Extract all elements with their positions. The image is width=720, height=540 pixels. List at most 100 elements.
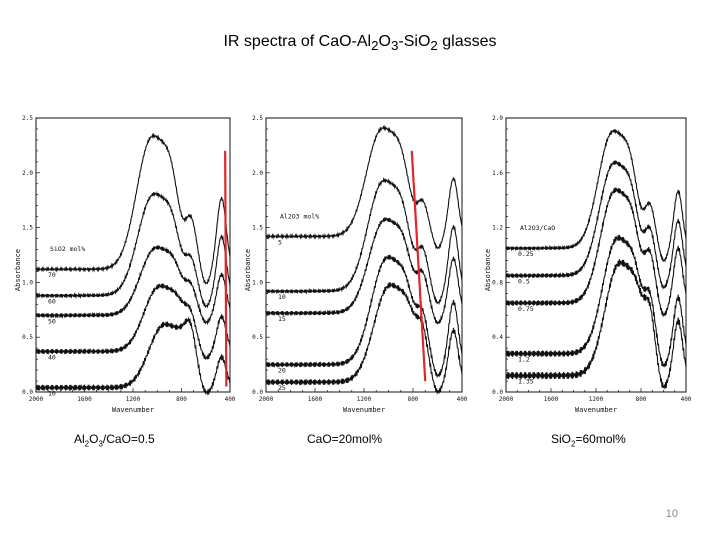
y-tick-label: 1.5 (22, 225, 33, 232)
plot-frame (265, 117, 463, 393)
y-tick-label: 2.0 (492, 115, 503, 122)
page-number: 10 (665, 508, 678, 520)
spectrum-curve-25 (265, 281, 463, 395)
y-tick-label: 1.6 (492, 170, 503, 177)
curve-label: 0.5 (518, 278, 530, 286)
x-tick-label: 400 (457, 396, 468, 403)
caption-1-b: O (89, 432, 99, 446)
y-tick-label: 2.5 (22, 115, 33, 122)
spectrum-curve-1.2 (505, 234, 687, 368)
caption-cao: CaO=20mol% (307, 432, 382, 446)
spectrum-curve-10 (35, 316, 231, 395)
y-tick-label: 0.4 (492, 334, 503, 341)
x-tick-label: 1200 (357, 396, 372, 403)
curve-label: 10 (48, 390, 56, 398)
curve-label: 70 (48, 271, 56, 279)
caption-sio2: SiO2=60mol% (551, 432, 626, 448)
curve-label: 50 (48, 317, 56, 325)
legend-title: SiO2 mol% (50, 245, 85, 253)
x-tick-label: 1600 (308, 396, 323, 403)
x-axis-title: Wavenumber (575, 406, 617, 414)
y-tick-label: 0.5 (252, 334, 263, 341)
caption-2-a: CaO=20mol% (307, 432, 383, 446)
curve-label: 5 (278, 238, 282, 246)
caption-1-b-sub: 3 (98, 439, 103, 449)
curve-label: 60 (48, 298, 56, 306)
spectrum-curve-20 (265, 254, 463, 379)
legend-title: Al2O3/CaO (520, 224, 555, 232)
caption-1-c: /CaO=0.5 (102, 432, 155, 446)
ir-chart-ratio: 0.0 0.4 0.8 1.2 1.6 2.0 2000 1600 1200 800 400 Wave… (484, 115, 692, 414)
y-tick-label: 1.0 (252, 279, 263, 286)
x-tick-label: 1200 (126, 396, 141, 403)
y-tick-label: 2.0 (22, 170, 33, 177)
x-axis-title: Wavenumber (343, 406, 385, 414)
x-tick-label: 1600 (77, 396, 92, 403)
x-tick-label: 2000 (29, 396, 44, 403)
legend-title: Al2O3 mol% (280, 212, 319, 220)
caption-1-a-sub: 2 (84, 439, 90, 449)
caption-1-a: Al (74, 432, 85, 446)
y-tick-label: 0.8 (492, 279, 503, 286)
title-sub-2: 3 (390, 38, 399, 54)
spectrum-curve-70 (35, 132, 231, 285)
x-tick-label: 800 (176, 396, 187, 403)
y-axis-title: Absorbance (484, 249, 492, 291)
y-tick-label: 2.5 (252, 115, 263, 122)
spectrum-curve-0.75 (505, 187, 687, 318)
caption-3-a: SiO (551, 432, 572, 446)
curve-label: 10 (278, 293, 286, 301)
curve-label: 40 (48, 353, 56, 361)
title-o: O (378, 33, 391, 50)
x-tick-label: 400 (225, 396, 236, 403)
spectrum-curve-50 (35, 245, 231, 326)
title-prefix: IR spectra of CaO-Al (223, 33, 372, 50)
spectrum-curve-5 (265, 124, 463, 250)
y-tick-label: 0.5 (22, 334, 33, 341)
y-tick-label: 0.0 (252, 389, 263, 396)
x-tick-label: 2000 (499, 396, 514, 403)
y-axis-title: Absorbance (244, 249, 252, 291)
x-tick-label: 800 (408, 396, 419, 403)
y-tick-label: 0.0 (492, 389, 503, 396)
ir-panel-sio2: 0.0 0.5 1.0 1.5 2.0 2.5 2000 1600 1200 800 400 Wave… (8, 108, 236, 418)
x-tick-label: 400 (681, 396, 692, 403)
spectrum-curve-15 (265, 217, 463, 326)
y-tick-label: 2.0 (252, 170, 263, 177)
x-tick-label: 1200 (589, 396, 604, 403)
spectrum-curve-60 (35, 190, 231, 309)
ir-chart-sio2: 0.0 0.5 1.0 1.5 2.0 2.5 2000 1600 1200 800 400 Wave… (14, 115, 236, 414)
spectrum-curve-0.25 (505, 129, 687, 263)
curve-label: 15 (278, 315, 286, 323)
y-tick-label: 1.2 (492, 225, 503, 232)
x-tick-label: 1600 (544, 396, 559, 403)
title-sub-1: 2 (371, 38, 379, 54)
ir-panel-ratio: 0.0 0.4 0.8 1.2 1.6 2.0 2000 1600 1200 800 400 Wave… (478, 108, 698, 418)
caption-al2o3-cao: Al2O3/CaO=0.5 (74, 432, 155, 448)
slide-title: IR spectra of CaO-Al2O3-SiO2 glasses (0, 33, 720, 53)
curve-label: 0.25 (518, 250, 534, 258)
spectrum-curve-1.35 (505, 259, 687, 389)
spectrum-curve-40 (35, 283, 231, 361)
curve-label: 1.2 (518, 356, 530, 364)
y-axis-title: Absorbance (14, 249, 22, 291)
title-mid: -SiO (398, 33, 431, 50)
ir-chart-al2o3: 0.0 0.5 1.0 1.5 2.0 2.5 2000 1600 1200 800 400 Wave… (244, 115, 468, 414)
x-tick-label: 2000 (259, 396, 274, 403)
caption-3-b: =60mol% (575, 432, 626, 446)
red-marker-line (410, 150, 427, 382)
spectrum-curve-0.5 (505, 160, 687, 290)
caption-3-a-sub: 2 (571, 439, 576, 449)
y-tick-label: 1.5 (252, 225, 263, 232)
curve-label: 0.75 (518, 305, 534, 313)
curve-label: 25 (278, 384, 286, 392)
spectrum-curve-10 (265, 177, 463, 305)
curve-label: 1.35 (518, 378, 534, 386)
ir-panel-al2o3: 0.0 0.5 1.0 1.5 2.0 2.5 2000 1600 1200 800 400 Wave… (236, 108, 468, 418)
x-axis-title: Wavenumber (112, 406, 154, 414)
y-tick-label: 1.0 (22, 279, 33, 286)
red-marker-line (224, 150, 228, 387)
title-sub-3: 2 (430, 38, 438, 54)
y-tick-label: 0.0 (22, 389, 33, 396)
curve-label: 20 (278, 367, 286, 375)
